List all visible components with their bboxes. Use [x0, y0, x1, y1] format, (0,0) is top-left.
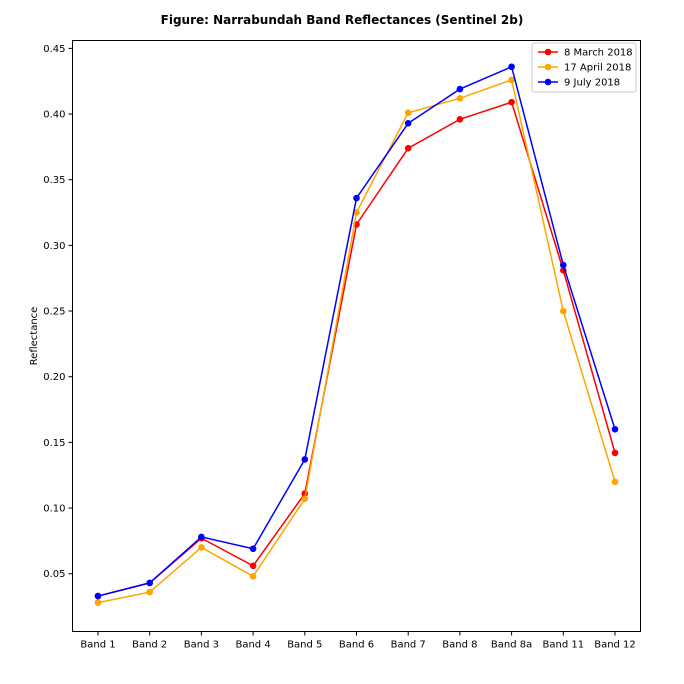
data-point: [456, 85, 464, 93]
legend-marker: [544, 78, 552, 86]
y-tick-label: 0.20: [43, 372, 65, 383]
legend-label: 9 July 2018: [564, 78, 620, 89]
x-tick-label: Band 6: [339, 640, 374, 651]
data-point: [198, 544, 205, 551]
x-tick-label: Band 5: [287, 640, 322, 651]
data-point: [198, 533, 205, 541]
y-tick-label: 0.40: [43, 110, 65, 121]
data-point: [456, 116, 464, 123]
y-axis-label: Reflectance: [29, 307, 40, 366]
y-tick-label: 0.15: [43, 438, 65, 449]
data-point: [94, 592, 102, 600]
legend-label: 17 April 2018: [564, 63, 631, 74]
series-1: [94, 76, 619, 606]
x-tick-label: Band 11: [543, 640, 585, 651]
data-point: [404, 109, 412, 117]
y-tick-label: 0.35: [43, 175, 65, 186]
data-point: [560, 307, 567, 315]
series-layer: [94, 63, 619, 606]
data-point: [456, 94, 464, 102]
data-point: [508, 98, 515, 106]
data-point: [146, 588, 153, 596]
data-point: [94, 599, 102, 606]
y-tick-label: 0.10: [43, 504, 65, 515]
legend: 8 March 2018 17 April 2018 9 July 2018: [531, 42, 637, 93]
data-point: [404, 144, 412, 152]
data-point: [508, 76, 515, 84]
x-tick-label: Band 7: [391, 640, 426, 651]
y-tick-label: 0.30: [43, 241, 65, 252]
plot-area: [72, 40, 641, 632]
data-point: [249, 573, 257, 580]
data-point: [560, 261, 567, 269]
y-axis: 0.05 0.10 0.15 0.20 0.25 0.30 0.35 0.40 0.45: [43, 44, 73, 580]
data-point: [611, 425, 619, 433]
data-point: [146, 579, 153, 587]
legend-label: 8 March 2018: [564, 48, 633, 59]
data-point: [404, 119, 412, 127]
data-point: [508, 63, 515, 71]
data-point: [611, 478, 619, 486]
legend-marker: [544, 48, 552, 56]
x-tick-label: Band 12: [594, 640, 636, 651]
data-point: [301, 456, 309, 463]
series-2: [94, 63, 619, 600]
chart-title: Figure: Narrabundah Band Reflectances (S…: [161, 13, 524, 27]
data-point: [611, 449, 619, 457]
x-tick-label: Band 2: [132, 640, 167, 651]
data-point: [249, 562, 257, 570]
y-tick-label: 0.45: [43, 44, 65, 55]
x-axis: Band 1 Band 2 Band 3 Band 4 Band 5 Band 6 Band…: [80, 631, 636, 651]
data-point: [353, 194, 360, 202]
y-tick-label: 0.25: [43, 307, 65, 318]
x-tick-label: Band 3: [184, 640, 219, 651]
data-point: [249, 545, 257, 553]
x-tick-label: Band 1: [80, 640, 115, 651]
y-tick-label: 0.05: [43, 569, 65, 580]
x-tick-label: Band 8a: [491, 640, 532, 651]
legend-box: [531, 42, 637, 93]
x-tick-label: Band 8: [442, 640, 477, 651]
legend-marker: [544, 63, 552, 71]
data-point: [301, 495, 309, 503]
data-point: [353, 209, 360, 216]
x-tick-label: Band 4: [235, 640, 270, 651]
